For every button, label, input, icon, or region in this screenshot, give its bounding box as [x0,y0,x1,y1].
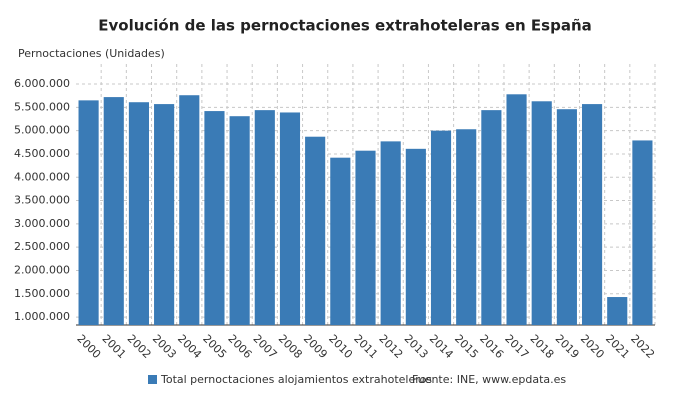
x-tick-label: 2011 [351,332,380,361]
bar [279,112,301,325]
bar [581,104,603,325]
x-tick-label: 2007 [251,332,280,361]
y-tick-label: 6.000.000 [14,77,70,90]
legend-swatch [148,375,157,384]
bar [229,116,250,325]
x-tick-label: 2000 [74,332,103,361]
x-tick-label: 2015 [452,332,481,361]
bar [380,141,401,325]
bar [128,102,150,325]
bar [78,100,99,325]
bar [481,110,502,325]
bar [556,109,577,326]
x-tick-label: 2012 [376,332,405,361]
y-tick-label: 4.000.000 [14,170,70,183]
bar [607,297,628,325]
y-tick-label: 2.500.000 [14,240,70,253]
x-tick-label: 2013 [402,332,431,361]
x-tick-label: 2018 [527,332,556,361]
bar [632,140,653,325]
y-tick-label: 5.500.000 [14,100,70,113]
legend-label: Total pernoctaciones alojamientos extrah… [160,373,432,386]
bar [405,148,426,325]
bar [204,111,225,325]
y-axis-label: Pernoctaciones (Unidades) [18,47,165,60]
bar [456,129,477,325]
y-tick-label: 3.500.000 [14,194,70,207]
x-tick-label: 2017 [502,332,531,361]
bar [179,95,200,326]
y-tick-label: 1.500.000 [14,287,70,300]
y-tick-label: 5.000.000 [14,124,70,137]
y-tick-label: 4.500.000 [14,147,70,160]
bar [506,94,527,325]
x-tick-label: 2010 [326,332,355,361]
bar [355,150,376,325]
x-tick-label: 2019 [553,332,582,361]
x-tick-label: 2014 [427,332,456,361]
bar [305,136,326,325]
x-tick-label: 2022 [628,332,657,361]
x-tick-label: 2001 [100,332,129,361]
bar [103,97,124,326]
x-tick-label: 2004 [175,332,204,361]
x-tick-label: 2006 [225,332,254,361]
x-tick-label: 2020 [578,332,607,361]
x-tick-label: 2009 [301,332,330,361]
y-tick-label: 3.000.000 [14,217,70,230]
chart-title: Evolución de las pernoctaciones extrahot… [98,17,592,35]
bar [531,101,552,326]
x-tick-label: 2008 [276,332,305,361]
x-tick-label: 2021 [603,332,632,361]
x-tick-label: 2002 [125,332,154,361]
bar [330,157,351,325]
y-tick-label: 2.000.000 [14,263,70,276]
y-tick-label: 1.000.000 [14,310,70,323]
x-tick-label: 2005 [200,332,229,361]
source: Fuente: INE, www.epdata.es [412,373,566,386]
bar [154,104,175,325]
bar [430,130,452,325]
x-tick-label: 2003 [150,332,179,361]
bar [254,110,275,325]
x-tick-label: 2016 [477,332,506,361]
